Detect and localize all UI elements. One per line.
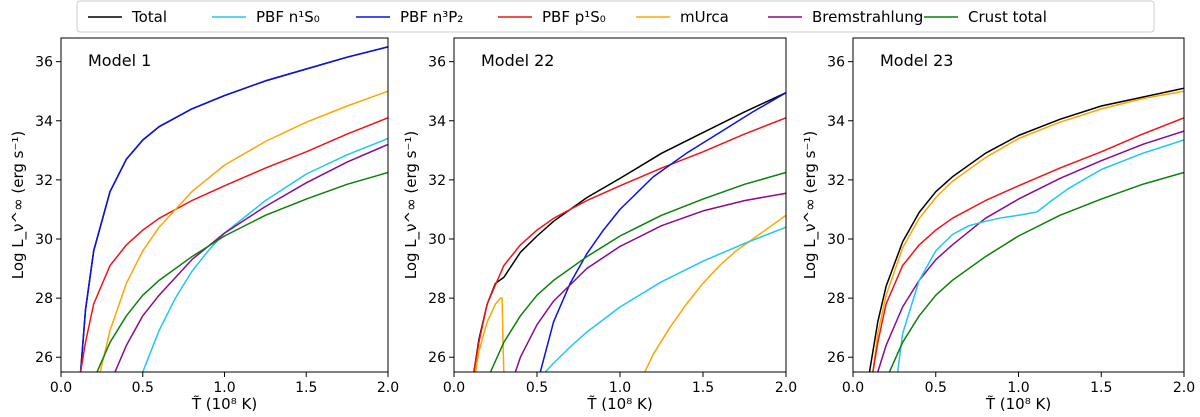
y-tick-label: 30 [827,232,845,248]
y-tick-label: 26 [35,350,53,366]
series-line-total [79,46,388,372]
panels: 0.0 0.5 1.0 1.5 2.0 26 28 30 32 34 36 Model 1 T̃ (10… [9,37,1195,413]
x-tick-label: 0.0 [443,380,465,396]
y-tick-label: 28 [428,291,446,307]
x-tick-label: 0.5 [526,380,548,396]
plot-frame [60,37,389,373]
panel-title: Model 22 [481,51,554,70]
panel-title: Model 1 [88,51,151,70]
series-line-crust [96,171,388,372]
legend-item-crust: Crust total [924,8,1047,26]
series-line-brems [877,130,1184,372]
y-tick-label: 32 [428,173,446,189]
x-axis-label: T̃ (10⁸ K) [191,394,257,413]
series-lines [868,87,1184,372]
x-tick-label: 1.0 [213,380,235,396]
x-tick-label: 0.0 [842,380,864,396]
y-tick-label: 36 [428,55,446,71]
plot-frame [852,37,1185,373]
x-tick-label: 2.0 [377,380,399,396]
x-tick-label: 0.0 [50,380,72,396]
panel-model-1: 0.0 0.5 1.0 1.5 2.0 26 28 30 32 34 36 Model 1 T̃ (10… [9,37,399,413]
series-line-total [473,91,786,372]
x-tick-label: 2.0 [775,380,797,396]
legend-label-pbf_n3p2: PBF n³P₂ [400,8,463,26]
y-tick-label: 36 [35,55,53,71]
y-tick-label: 32 [827,173,845,189]
legend-item-pbf_p1s0: PBF p¹S₀ [498,8,606,26]
legend-item-total: Total [88,8,167,26]
series-line-pbf_n1s0 [544,226,786,372]
series-line-pbf_n1s0 [142,137,388,372]
series-line-pbf_n3p2 [539,91,786,372]
series-lines [473,91,786,372]
panel-model-3: 0.0 0.5 1.0 1.5 2.0 26 28 30 32 34 36 Model 23 T̃ (1… [801,37,1195,413]
y-tick-label: 26 [428,350,446,366]
panel-title: Model 23 [880,51,953,70]
series-line-pbf_n1s0 [896,139,1184,372]
legend-label-total: Total [131,8,167,26]
x-tick-label: 0.5 [132,380,154,396]
x-tick-label: 1.0 [1007,380,1029,396]
series-line-murca [872,90,1184,372]
y-tick-label: 26 [827,350,845,366]
legend-label-pbf_n1s0: PBF n¹S₀ [256,8,320,26]
x-tick-label: 1.5 [692,380,714,396]
x-axis-label: T̃ (10⁸ K) [985,394,1051,413]
legend-label-crust: Crust total [968,8,1047,26]
series-line-brems [514,192,786,372]
series-lines [79,46,388,372]
legend-item-pbf_n3p2: PBF n³P₂ [356,8,463,26]
y-axis-label: Log L_ν^∞ (erg s⁻¹) [402,131,421,280]
x-tick-label: 2.0 [1173,380,1195,396]
y-tick-label: 36 [827,55,845,71]
y-tick-label: 34 [428,114,446,130]
series-line-pbf_p1s0 [473,117,786,372]
series-line-crust [489,171,786,372]
legend-label-pbf_p1s0: PBF p¹S₀ [542,8,606,26]
series-line-murca [474,297,505,372]
y-tick-label: 30 [428,232,446,248]
x-axis-label: T̃ (10⁸ K) [586,394,652,413]
x-tick-label: 1.5 [1090,380,1112,396]
y-tick-label: 28 [827,291,845,307]
legend: Total PBF n¹S₀ PBF n³P₂ PBF p¹S₀ mUrca Bremst… [76,0,1155,33]
legend-item-brems: Bremstrahlung [768,8,923,26]
series-line-murca [99,90,388,372]
y-tick-label: 30 [35,232,53,248]
y-tick-label: 34 [35,114,53,130]
legend-frame [76,0,1155,33]
series-line-pbf_p1s0 [872,117,1184,372]
series-line-crust [888,171,1184,372]
legend-item-pbf_n1s0: PBF n¹S₀ [212,8,320,26]
x-tick-label: 1.0 [609,380,631,396]
y-tick-label: 34 [827,114,845,130]
legend-label-murca: mUrca [680,8,729,26]
series-line-pbf_p1s0 [79,117,388,372]
y-axis-label: Log L_ν^∞ (erg s⁻¹) [9,131,28,280]
series-line-murca [644,214,786,372]
x-tick-label: 1.5 [295,380,317,396]
panel-model-2: 0.0 0.5 1.0 1.5 2.0 26 28 30 32 34 36 Model 22 T̃ (1… [402,37,797,413]
y-axis-label: Log L_ν^∞ (erg s⁻¹) [801,131,820,280]
series-line-total [868,87,1184,372]
y-tick-label: 32 [35,173,53,189]
x-tick-label: 0.5 [925,380,947,396]
legend-label-brems: Bremstrahlung [812,8,923,26]
plot-frame [453,37,787,373]
series-line-pbf_n3p2 [79,46,388,372]
y-tick-label: 28 [35,291,53,307]
legend-item-murca: mUrca [636,8,729,26]
